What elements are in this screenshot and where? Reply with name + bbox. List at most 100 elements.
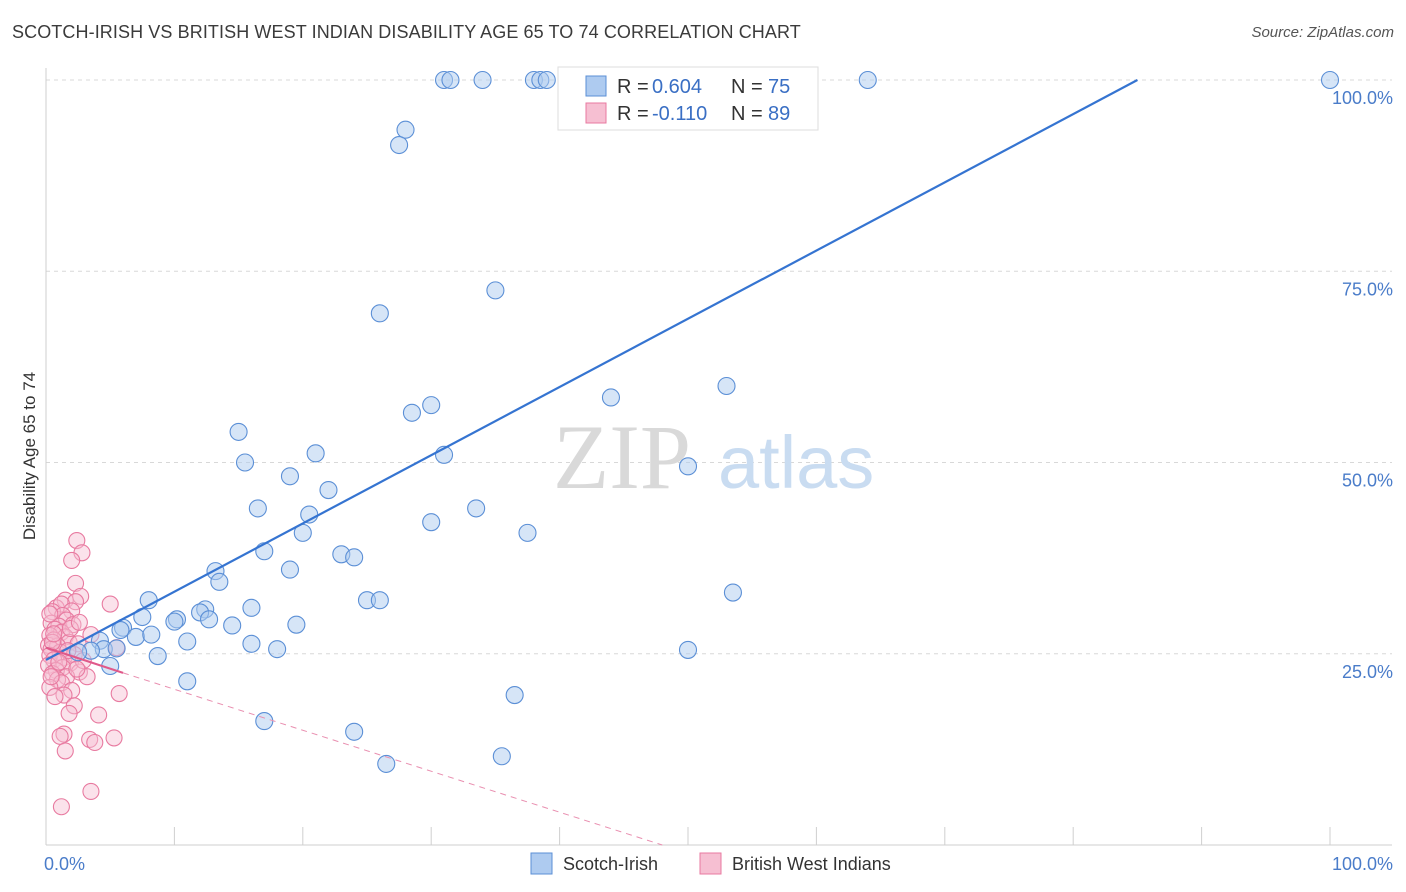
trend-line-british-west-indians	[45, 646, 124, 674]
x-tick-labels: 0.0% 100.0%	[44, 854, 1393, 874]
y-tick-label: 25.0%	[1342, 662, 1393, 682]
data-point-british-west-indians	[105, 729, 123, 747]
data-point-scotch-irish	[390, 135, 409, 155]
data-point-scotch-irish	[178, 632, 197, 651]
chart-title: SCOTCH-IRISH VS BRITISH WEST INDIAN DISA…	[12, 22, 801, 42]
data-point-scotch-irish	[370, 591, 389, 610]
data-point-scotch-irish	[377, 754, 396, 773]
data-point-british-west-indians	[52, 798, 70, 816]
y-axis-title: Disability Age 65 to 74	[20, 372, 39, 540]
data-point-scotch-irish	[223, 616, 242, 635]
legend-n-value-1: 75	[768, 76, 790, 98]
watermark: ZIP atlas	[553, 406, 874, 508]
bottom-legend-swatch-scotch-irish[interactable]	[530, 852, 553, 875]
data-point-scotch-irish	[165, 612, 184, 631]
y-tick-label: 100.0%	[1332, 88, 1393, 108]
data-point-british-west-indians	[55, 686, 73, 704]
data-point-scotch-irish	[723, 583, 742, 602]
data-point-scotch-irish	[306, 444, 325, 463]
data-point-british-west-indians	[60, 704, 78, 722]
data-point-british-west-indians	[51, 727, 69, 745]
data-point-british-west-indians	[61, 619, 79, 638]
x-tick-label-max: 100.0%	[1332, 854, 1393, 874]
data-point-scotch-irish	[148, 646, 167, 666]
y-tick-label: 75.0%	[1342, 279, 1393, 299]
data-point-scotch-irish	[537, 70, 556, 90]
data-point-british-west-indians	[56, 742, 74, 760]
data-point-scotch-irish	[422, 513, 441, 532]
legend-r-label-2: R =	[617, 103, 649, 125]
legend-r-label-1: R =	[617, 76, 649, 98]
data-point-british-west-indians	[63, 551, 81, 569]
data-point-scotch-irish	[280, 467, 300, 486]
legend-r-value-1: 0.604	[652, 76, 702, 98]
bottom-legend: Scotch-Irish British West Indians	[530, 852, 891, 875]
data-point-scotch-irish	[492, 747, 511, 766]
correlation-legend: R = 0.604 N = 75 R = -0.110 N = 89	[557, 66, 819, 131]
bottom-legend-label-scotch-irish[interactable]: Scotch-Irish	[563, 854, 658, 874]
data-point-scotch-irish	[255, 542, 274, 561]
data-point-scotch-irish	[441, 70, 460, 90]
data-point-british-west-indians	[41, 605, 59, 623]
data-point-scotch-irish	[1320, 70, 1340, 90]
y-tick-labels: 25.0% 50.0% 75.0% 100.0%	[1332, 88, 1393, 682]
data-point-scotch-irish	[345, 548, 364, 567]
data-point-scotch-irish	[858, 70, 877, 90]
data-point-british-west-indians	[66, 593, 85, 611]
series-scotch-irish	[69, 70, 1340, 773]
data-point-british-west-indians	[45, 625, 63, 643]
data-point-scotch-irish	[345, 722, 364, 741]
data-point-british-west-indians	[110, 684, 128, 703]
data-point-british-west-indians	[70, 613, 88, 631]
data-point-scotch-irish	[396, 120, 415, 139]
data-point-british-west-indians	[86, 733, 104, 752]
data-point-scotch-irish	[248, 499, 267, 518]
data-point-scotch-irish	[242, 634, 261, 653]
data-point-british-west-indians	[42, 668, 60, 686]
data-point-scotch-irish	[268, 640, 287, 659]
bottom-legend-label-british-west-indians[interactable]: British West Indians	[732, 854, 891, 874]
trend-lines	[45, 79, 1138, 846]
data-point-scotch-irish	[235, 453, 255, 472]
x-tick-label-min: 0.0%	[44, 854, 85, 874]
source-label[interactable]: Source: ZipAtlas.com	[1251, 24, 1394, 41]
data-point-british-west-indians	[72, 587, 90, 605]
data-point-scotch-irish	[402, 403, 421, 422]
data-point-scotch-irish	[319, 480, 338, 500]
legend-n-value-2: 89	[768, 103, 790, 125]
grid-lines	[46, 79, 1392, 655]
legend-n-label-2: N =	[731, 103, 763, 125]
legend-swatch-blue	[585, 75, 607, 97]
data-point-scotch-irish	[601, 388, 621, 407]
data-point-scotch-irish	[717, 376, 736, 396]
data-point-scotch-irish	[229, 422, 248, 441]
y-tick-label: 50.0%	[1342, 471, 1393, 491]
data-point-scotch-irish	[678, 457, 698, 476]
data-point-scotch-irish	[678, 640, 698, 659]
watermark-atlas: atlas	[718, 421, 874, 504]
bottom-legend-swatch-british-west-indians[interactable]	[699, 852, 722, 875]
data-point-scotch-irish	[486, 281, 505, 300]
data-point-scotch-irish	[280, 560, 300, 579]
data-point-british-west-indians	[81, 730, 99, 748]
watermark-zip: ZIP	[553, 406, 691, 508]
data-point-scotch-irish	[505, 686, 524, 705]
legend-swatch-pink	[585, 102, 607, 124]
data-point-scotch-irish	[287, 615, 306, 634]
data-point-scotch-irish	[370, 304, 389, 323]
data-point-british-west-indians	[90, 706, 108, 724]
data-point-scotch-irish	[473, 70, 492, 90]
data-point-scotch-irish	[242, 598, 261, 617]
data-point-scotch-irish	[518, 523, 537, 542]
data-point-scotch-irish	[142, 625, 161, 644]
legend-n-label-1: N =	[731, 76, 763, 98]
data-point-scotch-irish	[255, 712, 274, 731]
data-point-scotch-irish	[467, 499, 486, 518]
legend-r-value-2: -0.110	[652, 103, 707, 125]
data-point-british-west-indians	[82, 782, 100, 801]
axes	[45, 68, 1392, 846]
trend-line-scotch-irish	[45, 79, 1138, 661]
data-point-british-west-indians	[68, 660, 86, 678]
data-point-scotch-irish	[422, 396, 441, 415]
